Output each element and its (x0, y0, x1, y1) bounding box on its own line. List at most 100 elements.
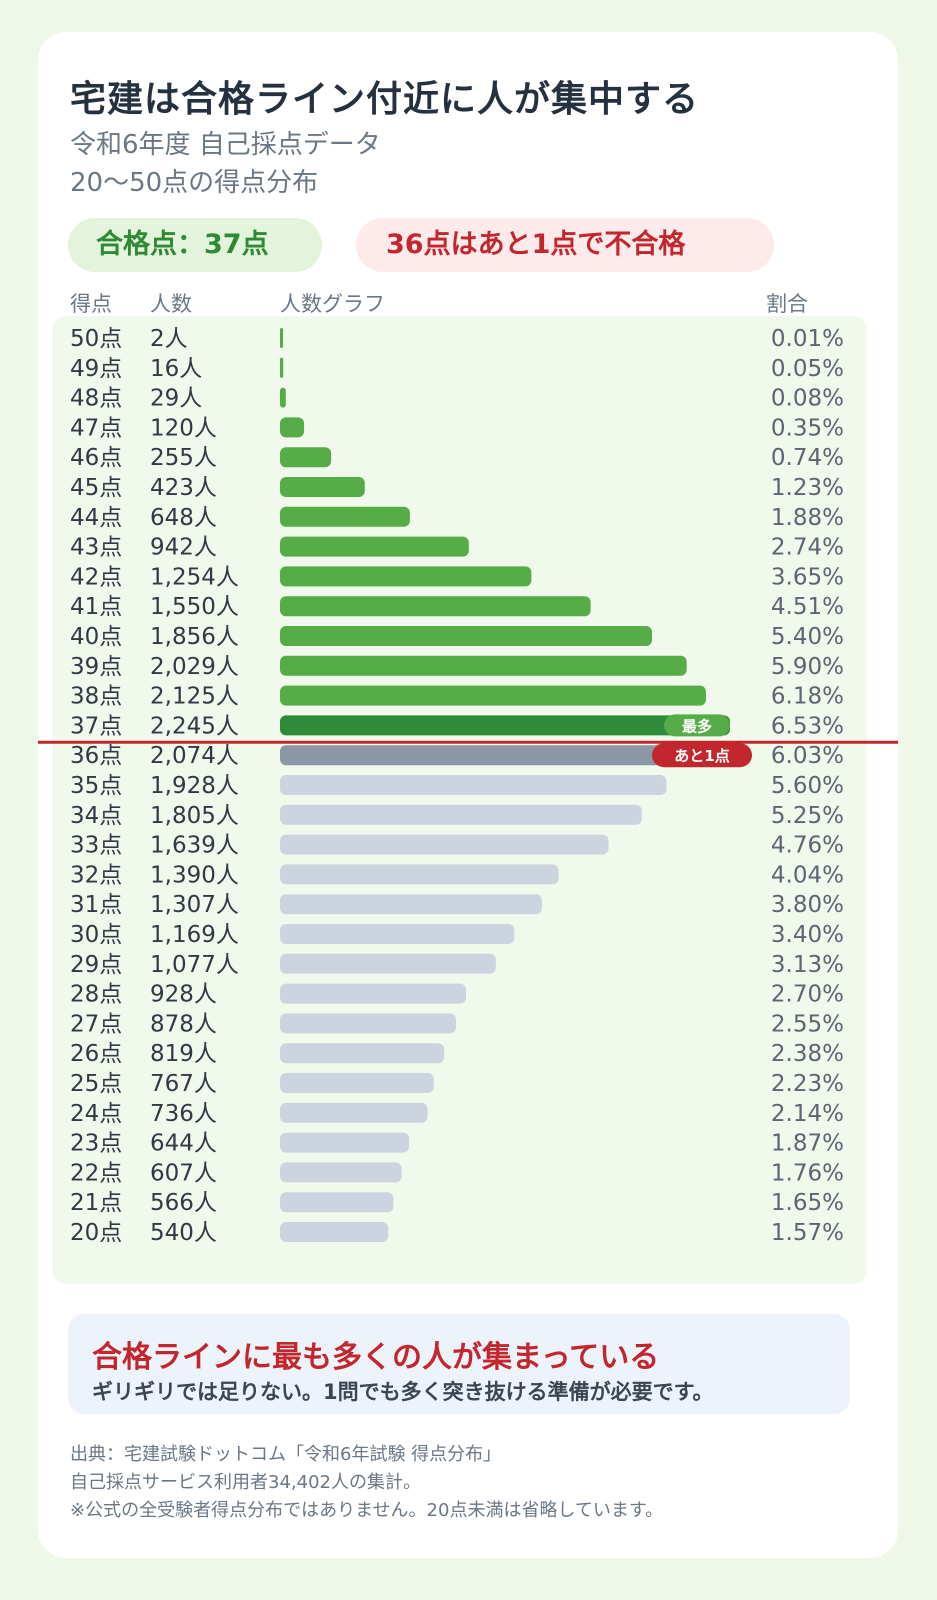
score-label: 39点 (70, 654, 122, 680)
percent-label: 2.14% (771, 1101, 844, 1127)
bar (280, 1043, 445, 1064)
count-label: 1,254人 (150, 564, 239, 590)
count-label: 2人 (150, 326, 188, 352)
count-label: 120人 (150, 415, 217, 441)
peak-badge-label: 最多 (682, 717, 712, 735)
bar (280, 1013, 456, 1034)
score-label: 44点 (70, 505, 122, 531)
percent-label: 3.80% (771, 892, 844, 918)
percent-label: 0.01% (771, 326, 844, 352)
score-label: 28点 (70, 982, 122, 1008)
count-label: 1,805人 (150, 803, 239, 829)
count-label: 607人 (150, 1160, 217, 1186)
score-label: 33点 (70, 833, 122, 859)
percent-label: 5.60% (771, 773, 844, 799)
infographic-card: 宅建は合格ライン付近に人が集中する 令和6年度 自己採点データ 20〜50点の得… (38, 32, 898, 1558)
count-label: 566人 (150, 1190, 217, 1216)
bar (280, 1073, 434, 1093)
bar (280, 804, 642, 825)
percent-label: 1.23% (771, 475, 844, 501)
count-label: 1,169人 (150, 922, 239, 948)
message-title: 合格ラインに最も多くの人が集まっている (92, 1340, 660, 1375)
peak-badge (664, 714, 730, 737)
bar (280, 834, 609, 855)
count-label: 16人 (150, 356, 202, 382)
percent-label: 5.25% (771, 803, 844, 829)
bar (280, 596, 591, 617)
percent-label: 1.57% (771, 1220, 844, 1246)
count-label: 1,550人 (150, 594, 239, 620)
score-label: 25点 (70, 1071, 122, 1097)
percent-label: 2.74% (771, 535, 844, 561)
bar (280, 1222, 389, 1242)
bar (280, 566, 532, 587)
score-label: 32点 (70, 862, 122, 888)
score-label: 40点 (70, 624, 122, 650)
percent-label: 2.38% (771, 1041, 844, 1067)
percent-label: 0.74% (771, 445, 844, 471)
percent-label: 1.65% (771, 1190, 844, 1216)
score-label: 46点 (70, 445, 122, 471)
percent-label: 6.53% (771, 713, 844, 739)
percent-label: 3.40% (771, 922, 844, 948)
bar (280, 626, 653, 646)
bar (280, 775, 667, 795)
bar (280, 924, 515, 944)
count-label: 1,639人 (150, 833, 239, 859)
page-title: 宅建は合格ライン付近に人が集中する (70, 79, 700, 120)
percent-label: 0.05% (771, 356, 844, 382)
subtitle-line-1: 令和6年度 自己採点データ (70, 130, 381, 160)
score-label: 35点 (70, 773, 122, 799)
near-miss-badge: 36点はあと1点で不合格 (356, 218, 774, 272)
percent-label: 6.18% (771, 684, 844, 710)
bar (280, 715, 730, 736)
column-header-score: 得点 (70, 292, 112, 316)
percent-label: 2.23% (771, 1071, 844, 1097)
score-label: 45点 (70, 475, 122, 501)
percent-label: 2.70% (771, 982, 844, 1008)
bar (280, 685, 706, 706)
bar (280, 894, 542, 915)
score-label: 38点 (70, 684, 122, 710)
count-label: 1,390人 (150, 862, 239, 888)
message-box: 合格ラインに最も多くの人が集まっている ギリギリでは足りない。1問でも多く突き抜… (68, 1314, 850, 1414)
score-label: 27点 (70, 1011, 122, 1037)
count-label: 2,074人 (150, 743, 239, 769)
pass-score-badge: 合格点：37点 (68, 218, 322, 272)
score-label: 23点 (70, 1131, 122, 1157)
count-label: 819人 (150, 1041, 217, 1067)
count-label: 423人 (150, 475, 217, 501)
percent-label: 1.88% (771, 505, 844, 531)
percent-label: 5.40% (771, 624, 844, 650)
source-line-1: 出典：宅建試験ドットコム「令和6年試験 得点分布」 (70, 1444, 502, 1465)
percent-label: 0.35% (771, 415, 844, 441)
count-label: 1,856人 (150, 624, 239, 650)
count-label: 767人 (150, 1071, 217, 1097)
count-label: 942人 (150, 535, 217, 561)
score-label: 20点 (70, 1220, 122, 1246)
score-distribution-chart: 50点 2人 0.01% 49点 16人 0.05% 48点 29人 0.08% 47点 120人 0… (38, 326, 898, 1246)
bar (280, 357, 284, 378)
chart-background (52, 316, 867, 1284)
score-label: 22点 (70, 1160, 122, 1186)
score-label: 37点 (70, 713, 122, 739)
percent-label: 6.03% (771, 743, 844, 769)
count-label: 2,029人 (150, 654, 239, 680)
score-label: 26点 (70, 1041, 122, 1067)
score-label: 47点 (70, 415, 122, 441)
score-label: 31点 (70, 892, 122, 918)
column-header-count: 人数 (150, 292, 192, 316)
near-miss-badge-label: あと1点 (674, 747, 729, 765)
bar (280, 417, 305, 438)
count-label: 644人 (150, 1131, 217, 1157)
bar (280, 387, 286, 408)
count-label: 1,928人 (150, 773, 239, 799)
bar (280, 864, 559, 885)
bar (280, 1102, 428, 1123)
score-label: 30点 (70, 922, 122, 948)
percent-label: 3.13% (771, 952, 844, 978)
score-label: 34点 (70, 803, 122, 829)
bar (280, 536, 469, 557)
score-label: 24点 (70, 1101, 122, 1127)
count-label: 736人 (150, 1101, 217, 1127)
